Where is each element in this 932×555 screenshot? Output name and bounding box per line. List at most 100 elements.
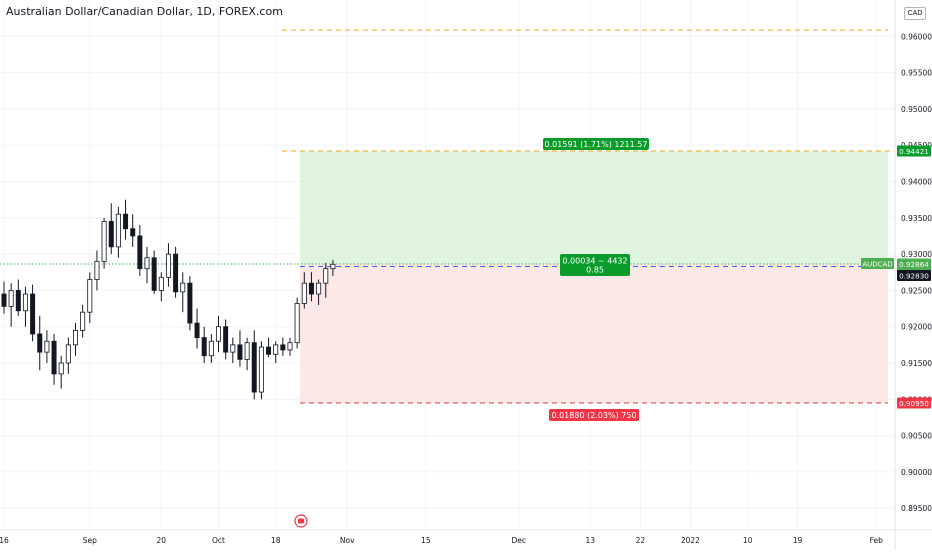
candle-body (330, 263, 336, 270)
y-tick-label: 0.96000 (901, 32, 932, 41)
candle (316, 279, 322, 305)
candle (230, 337, 236, 364)
candle (244, 337, 250, 371)
candle (280, 337, 286, 356)
candle (201, 326, 207, 364)
y-tick-label: 0.93500 (901, 214, 932, 223)
candle-body (1, 293, 7, 307)
candle (251, 330, 257, 400)
x-tick-label: 16 (0, 536, 9, 545)
candle (101, 217, 107, 269)
stop-zone (300, 263, 888, 403)
candle-body (144, 257, 150, 270)
candle-body (223, 326, 229, 353)
candle (30, 284, 36, 342)
candle (87, 272, 93, 324)
y-tick-label: 0.93000 (901, 250, 932, 259)
candle-body (173, 253, 179, 293)
candle (215, 315, 221, 353)
candle (223, 319, 229, 360)
candle-body (108, 221, 114, 248)
candle-body (323, 268, 329, 284)
y-tick-label: 0.89500 (901, 504, 932, 513)
candle (1, 281, 7, 314)
candle-body (80, 311, 86, 331)
symbol-tag-bg (861, 257, 894, 269)
y-tick-label: 0.90000 (901, 468, 932, 477)
target-label-bg (543, 137, 649, 150)
candle (187, 275, 193, 331)
event-marker-icon (294, 514, 308, 528)
candle-body (273, 344, 279, 355)
price-lines (0, 29, 895, 404)
candle-body (58, 362, 64, 375)
stop-label-text: 0.01880 (2.03%) 750 (551, 411, 636, 420)
candles (1, 199, 336, 400)
candle-body (65, 344, 71, 364)
stop-label-bg (549, 408, 639, 421)
candle (258, 341, 264, 400)
candle-body (251, 342, 257, 393)
candle-body (237, 344, 243, 360)
last-price-tag-text: 0.92864 (899, 260, 929, 269)
stop-price-tag-bg (897, 397, 931, 409)
candle-body (180, 282, 186, 293)
candle (173, 246, 179, 298)
candle (158, 272, 164, 302)
candle (165, 243, 171, 287)
y-tick-label: 0.95500 (901, 69, 932, 78)
candle (15, 279, 21, 316)
stop-price-tag-text: 0.90950 (899, 399, 929, 408)
candle-body (280, 344, 286, 351)
candle-body (123, 213, 129, 230)
chart-title: Australian Dollar/Canadian Dollar, 1D, F… (6, 5, 283, 18)
candle (94, 250, 100, 291)
candle (58, 355, 64, 389)
x-tick-label: Sep (83, 536, 97, 545)
candle-body (308, 282, 314, 295)
entry-price-tag: 0.92830 (897, 269, 931, 281)
candle-body (22, 293, 28, 312)
x-tick-label: Oct (212, 536, 225, 545)
candle (123, 199, 129, 240)
candle-body (101, 221, 107, 262)
candle-body (194, 322, 200, 339)
target-label-text: 0.01591 (1.71%) 1211.57 (545, 140, 648, 149)
target-zone (300, 150, 888, 264)
y-tick-label: 0.92500 (901, 286, 932, 295)
y-tick-label: 0.94000 (901, 178, 932, 187)
candle-body (215, 326, 221, 342)
candle-body (8, 290, 14, 307)
candle (8, 283, 14, 327)
stop-price-tag: 0.90950 (897, 397, 931, 409)
candle (330, 259, 336, 276)
currency-badge[interactable]: CAD (904, 7, 926, 20)
x-tick-label: 18 (271, 536, 281, 545)
candle (180, 272, 186, 313)
x-tick-label: Nov (340, 536, 355, 545)
entry-price-tag-bg (897, 269, 931, 281)
candle-body (266, 346, 272, 355)
candle-body (51, 340, 57, 375)
risk-reward-label-text: 0.85 (586, 265, 604, 274)
candle (73, 323, 79, 356)
candle-body (201, 337, 207, 357)
x-tick-label: 19 (793, 536, 803, 545)
x-tick-label: 15 (421, 536, 431, 545)
candle-body (37, 333, 43, 353)
candle-body (137, 235, 143, 270)
y-tick-label: 0.95000 (901, 105, 932, 114)
x-tick-label: 10 (743, 536, 753, 545)
candle (194, 308, 200, 349)
symbol-tag-text: AUDCAD (862, 260, 892, 268)
candle (208, 333, 214, 364)
candle (44, 330, 50, 364)
candle (137, 225, 143, 276)
candle-body (73, 329, 79, 346)
candle-body (30, 293, 36, 335)
x-tick-label: 13 (586, 536, 596, 545)
